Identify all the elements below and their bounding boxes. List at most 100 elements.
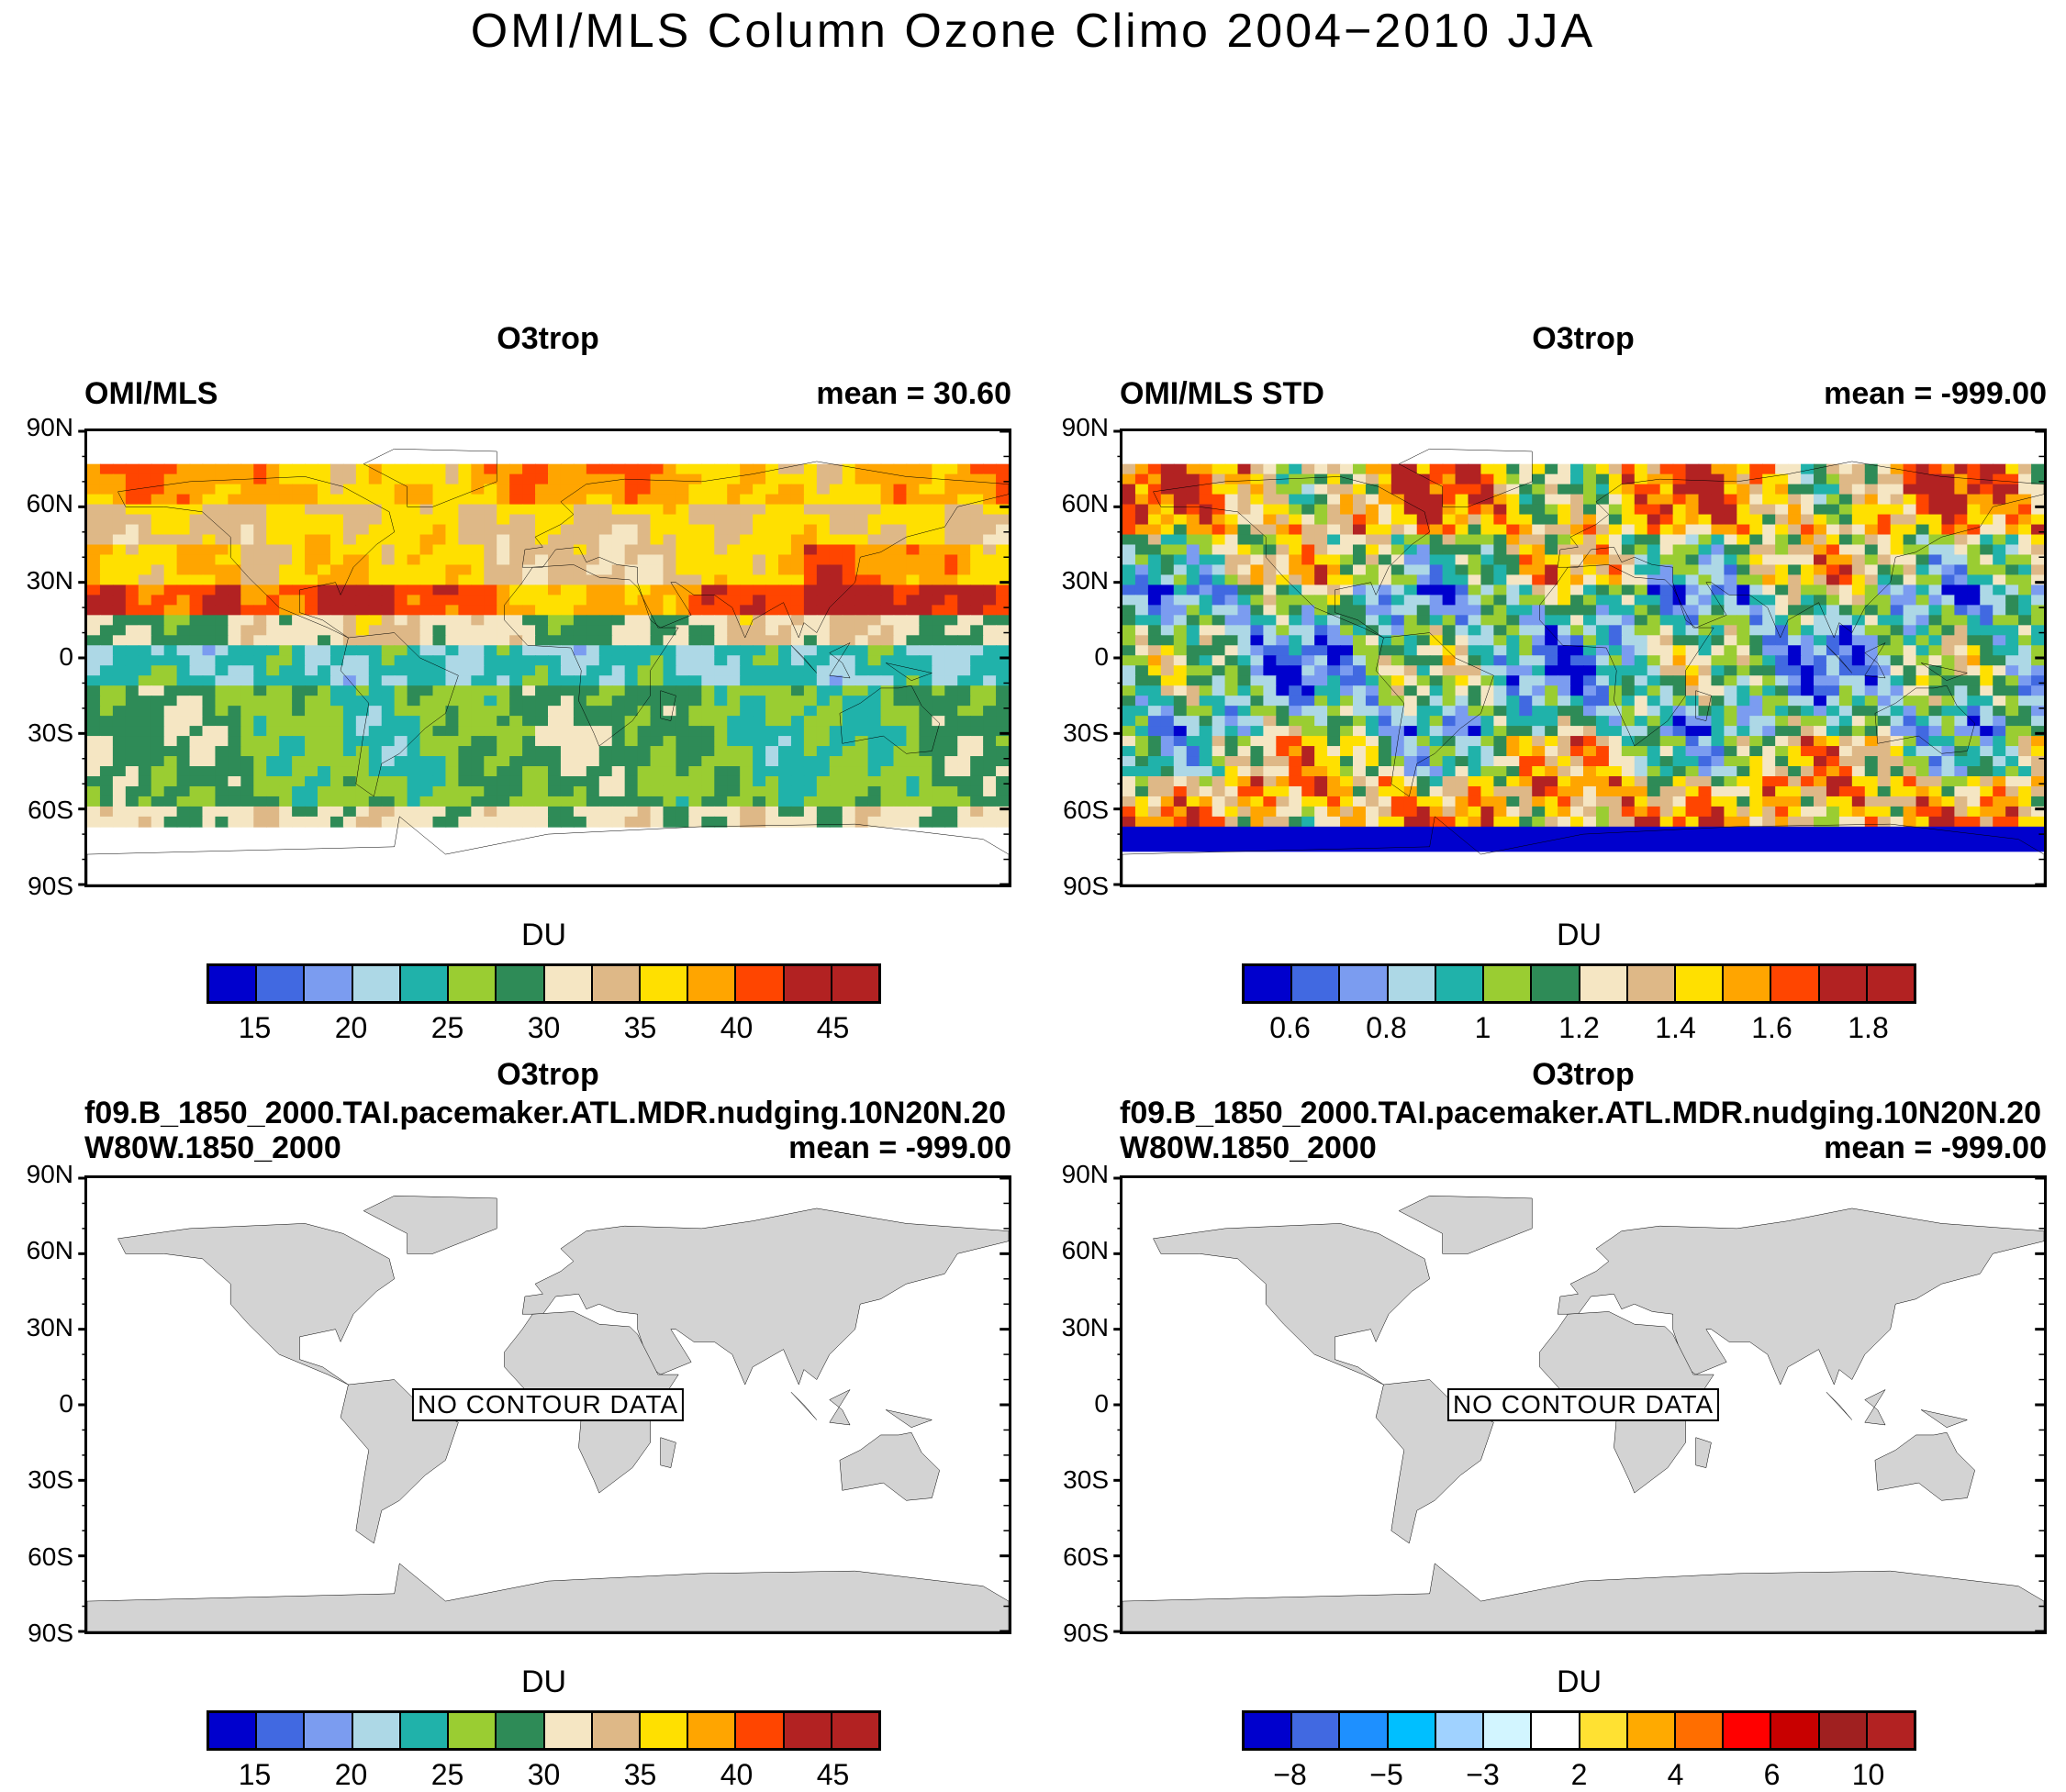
contour-cell [509,746,523,757]
contour-cell [1212,605,1226,616]
contour-cell [1391,535,1405,546]
contour-cell [305,625,318,636]
contour-cell [791,786,805,797]
contour-cell [1225,635,1239,646]
contour-cell [753,554,766,565]
contour-cell [139,515,152,526]
contour-cell [1967,495,1981,506]
contour-cell [804,464,818,475]
contour-cell [1480,545,1494,556]
contour-cell [1660,574,1674,585]
contour-cell [688,525,702,536]
contour-cell [688,675,702,686]
contour-cell [458,726,472,737]
contour-cell [1148,685,1162,696]
contour-cell [497,584,510,595]
contour-cell [804,726,818,737]
contour-cell [1941,766,1955,777]
contour-cell [433,675,447,686]
contour-cell [139,786,152,797]
contour-cell [1596,706,1610,717]
contour-cell [1289,645,1302,656]
contour-cell [318,746,331,757]
contour-cell [817,645,831,656]
contour-cell [1200,776,1213,787]
contour-cell [638,554,652,565]
contour-cell [484,756,497,767]
contour-cell [1430,495,1444,506]
contour-cell [509,545,523,556]
contour-cell [1737,736,1750,747]
contour-cell [203,645,217,656]
contour-cell [318,464,331,475]
contour-cell [139,756,152,767]
contour-cell [2031,756,2044,767]
contour-cell [1814,574,1827,585]
contour-cell [471,685,485,696]
contour-cell [1417,736,1431,747]
contour-cell [1443,736,1457,747]
contour-cell [1941,484,1955,495]
contour-cell [126,625,140,636]
contour-cell [458,645,472,656]
contour-cell [1558,685,1571,696]
contour-cell [561,464,575,475]
contour-cell [420,584,434,595]
contour-cell [1967,535,1981,546]
contour-cell [1404,685,1418,696]
contour-cell [445,505,459,516]
contour-cell [1340,675,1354,686]
contour-cell [638,716,652,727]
contour-cell [1250,595,1264,606]
contour-cell [177,525,191,536]
contour-cell [817,786,831,797]
contour-cell [292,645,306,656]
contour-cell [753,464,766,475]
contour-cell [240,796,254,807]
contour-cell [535,655,549,666]
contour-cell [420,716,434,727]
contour-cell [625,545,639,556]
contour-cell [1289,696,1302,707]
contour-cell [638,574,652,585]
contour-cell [1200,766,1213,777]
contour-cell [548,796,562,807]
contour-cell [522,796,536,807]
contour-cell [1801,675,1815,686]
contour-cell [266,746,280,757]
contour-cell [87,605,101,616]
contour-cell [1686,655,1700,666]
contour-cell [791,817,805,828]
contour-cell [1737,474,1750,485]
contour-cell [701,545,715,556]
contour-cell [1187,595,1201,606]
contour-cell [509,716,523,727]
contour-cell [1200,554,1213,565]
contour-cell [1379,564,1392,575]
contour-cell [1801,655,1815,666]
colorbar [207,963,881,1004]
contour-cell [664,726,677,737]
contour-cell [1762,615,1776,626]
contour-cell [804,685,818,696]
contour-cell [983,716,997,727]
contour-cell [638,545,652,556]
contour-cell [1340,535,1354,546]
contour-cell [1660,726,1674,737]
contour-cell [625,645,639,656]
contour-cell [279,716,293,727]
contour-cell [471,807,485,818]
contour-cell [1865,515,1879,526]
contour-cell [408,776,421,787]
contour-cell [151,554,165,565]
contour-cell [266,605,280,616]
contour-cell [1570,615,1584,626]
contour-cell [1238,696,1252,707]
contour-cell [1967,625,1981,636]
contour-cell [471,554,485,565]
contour-cell [139,817,152,828]
contour-cell [804,746,818,757]
contour-cell [1865,665,1879,676]
contour-cell [87,807,101,818]
contour-cell [2018,675,2032,686]
